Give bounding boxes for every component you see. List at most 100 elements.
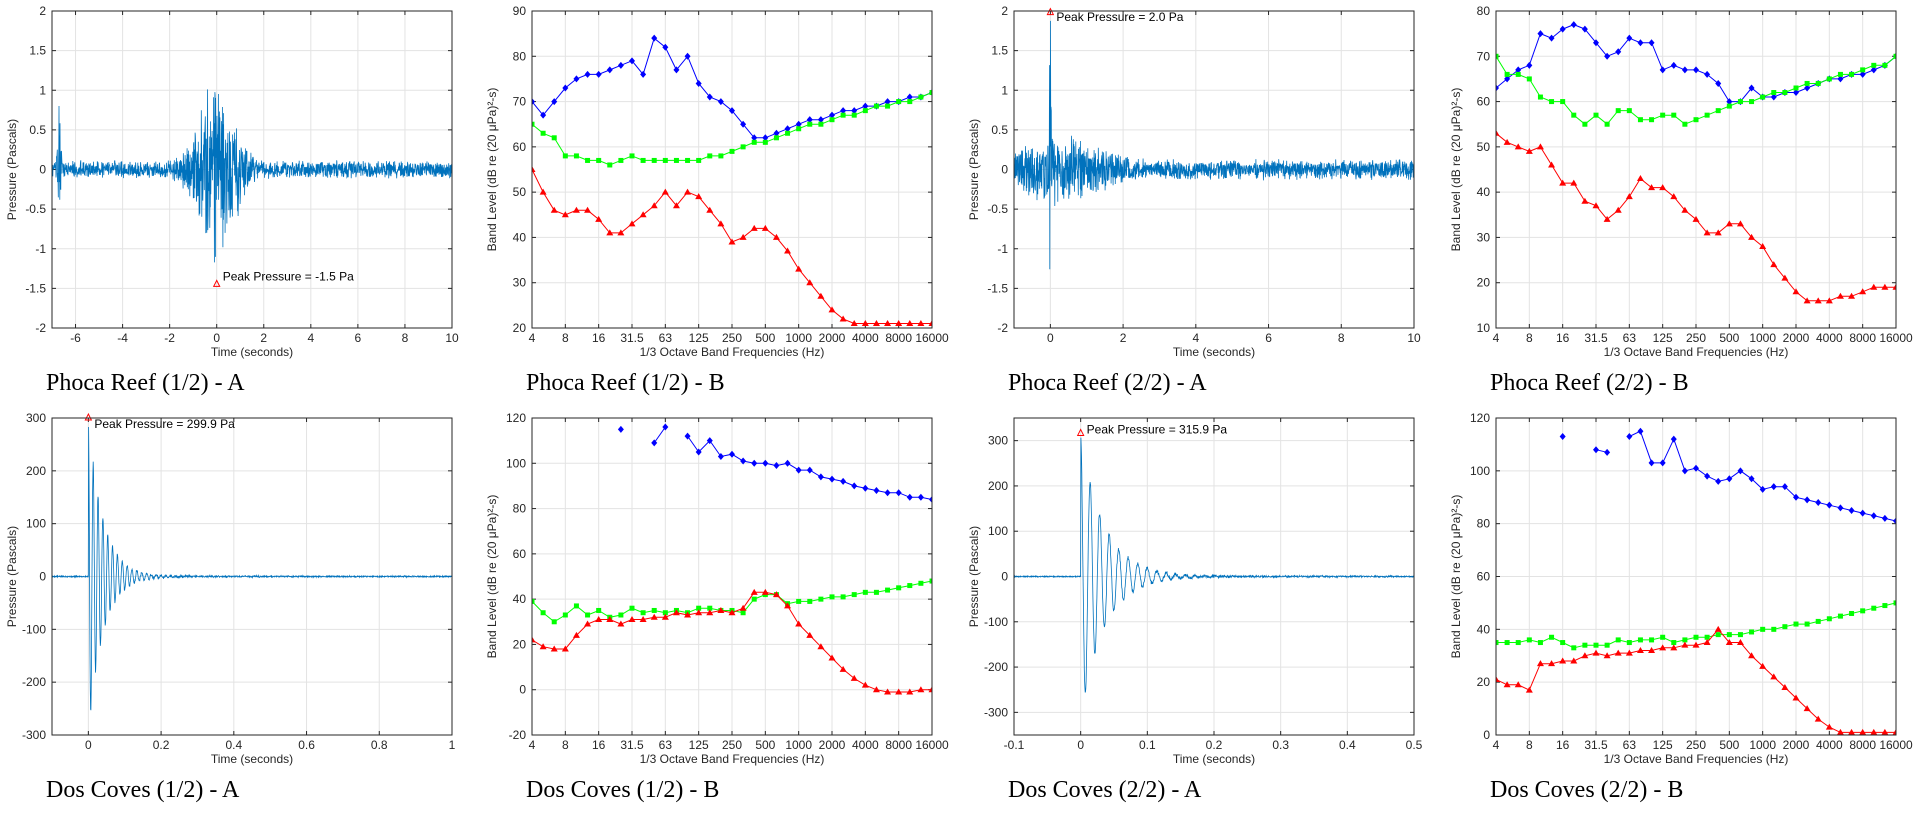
y-tick-label: 0 [39,570,46,584]
data-point-blue [573,75,580,83]
data-point-green [1649,637,1655,643]
waveform-chart: 0 0.2 0.4 0.6 0.8 1 -300 -200 -100 0 100 200 300 Time… [5,411,456,766]
data-point-green [1737,99,1743,105]
data-point-red [817,292,825,299]
data-point-red [1692,215,1700,222]
data-point-green [629,153,635,159]
data-point-green [573,153,579,159]
data-point-red [1714,229,1722,236]
data-point-green [1771,90,1777,96]
data-point-blue [1815,499,1822,507]
y-tick-label: 50 [1477,140,1491,154]
data-point-green [1860,608,1866,614]
x-tick-label: 250 [722,331,742,345]
data-point-blue [617,425,624,433]
data-point-green [1771,626,1777,632]
data-point-blue [829,475,835,483]
data-point-blue [617,61,624,69]
data-point-green [740,144,746,150]
data-point-blue [1770,93,1777,101]
data-point-red [772,591,780,598]
data-point-red [1703,639,1711,646]
x-axis-label: Time (seconds) [1173,345,1255,359]
data-point-green [1849,71,1855,77]
y-tick-label: 200 [988,479,1008,493]
data-point-green [1504,71,1510,77]
y-tick-label: 0 [39,163,46,177]
y-axis-label: Band Level (dB re (20 μPa)²-s) [1449,495,1463,659]
data-point-green [1537,640,1543,646]
data-point-green [1793,621,1799,627]
data-point-blue [1704,472,1711,480]
data-point-green [1660,634,1666,640]
x-tick-label: 4 [529,738,536,752]
y-tick-label: 300 [988,434,1008,448]
x-tick-label: 0 [85,738,92,752]
data-point-red [606,229,614,236]
data-point-green [618,612,624,618]
x-tick-label: 250 [722,738,742,752]
peak-pressure-label: Peak Pressure = 315.9 Pa [1087,422,1228,436]
x-tick-label: 0.8 [371,738,388,752]
data-point-red [795,265,803,272]
data-point-green [1593,642,1599,648]
y-tick-label: -1 [997,242,1008,256]
x-tick-label: 4000 [1816,331,1843,345]
data-point-green [1726,632,1732,638]
y-tick-label: 60 [1477,570,1491,584]
x-axis-label: Time (seconds) [211,345,293,359]
x-tick-label: 125 [1653,331,1673,345]
data-point-red [561,211,569,218]
waveform-chart: -0.1 0 0.1 0.2 0.3 0.4 0.5 -300 -200 -100 0 100 200 3… [967,417,1423,766]
y-tick-label: 1.5 [29,44,46,58]
chart-panel: 4 8 16 31.5 63 125 250 500 1000 2000 4000 8000 16000… [1444,407,1923,814]
x-tick-label: 0.3 [1272,738,1289,752]
data-point-green [1893,53,1896,59]
data-point-blue [1537,30,1544,38]
data-point-blue [1804,496,1811,504]
data-point-red [617,620,625,627]
x-tick-label: 16 [592,331,606,345]
x-tick-label: 31.5 [620,738,644,752]
data-point-red [1548,660,1556,667]
y-tick-label: 80 [513,49,527,63]
data-point-green [751,596,757,602]
axes-frame [531,10,933,329]
x-tick-label: 4 [1192,331,1199,345]
x-tick-label: 250 [1686,331,1706,345]
data-point-blue [740,457,747,465]
data-point-green [540,130,546,136]
data-point-green [532,121,535,127]
data-point-blue [806,116,813,124]
data-point-green [696,157,702,163]
x-tick-label: 16000 [915,738,949,752]
waveform-line [52,89,452,263]
data-point-green [1593,112,1599,118]
data-point-red [906,688,914,695]
data-point-red [1581,197,1589,204]
data-point-green [1693,117,1699,123]
y-axis-label: Pressure (Pascals) [967,526,981,627]
data-point-green [1882,603,1888,609]
data-point-green [1526,76,1532,82]
panel-caption: Phoca Reef (2/2) - A [1008,370,1207,396]
data-point-red [532,636,536,643]
data-point-green [673,157,679,163]
data-point-blue [851,107,858,115]
y-tick-label: 20 [1477,675,1491,689]
x-tick-label: -0.1 [1004,738,1025,752]
data-point-blue [551,98,558,106]
data-point-blue [1626,34,1633,42]
peak-pressure-label: Peak Pressure = 299.9 Pa [94,417,235,431]
y-tick-label: -20 [509,728,527,742]
data-point-blue [851,482,858,490]
data-point-red [661,613,669,620]
data-point-green [907,99,913,105]
data-point-red [872,686,880,693]
data-point-blue [1670,435,1677,443]
y-tick-label: 1.5 [991,44,1008,58]
data-point-green [1571,112,1577,118]
data-point-blue [1859,70,1866,78]
waveform-chart: 0 2 4 6 8 10 -2 -1.5 -1 -0.5 0 0.5 1 1.5 2 Time (second… [967,4,1421,359]
y-tick-label: 2 [1001,4,1008,18]
